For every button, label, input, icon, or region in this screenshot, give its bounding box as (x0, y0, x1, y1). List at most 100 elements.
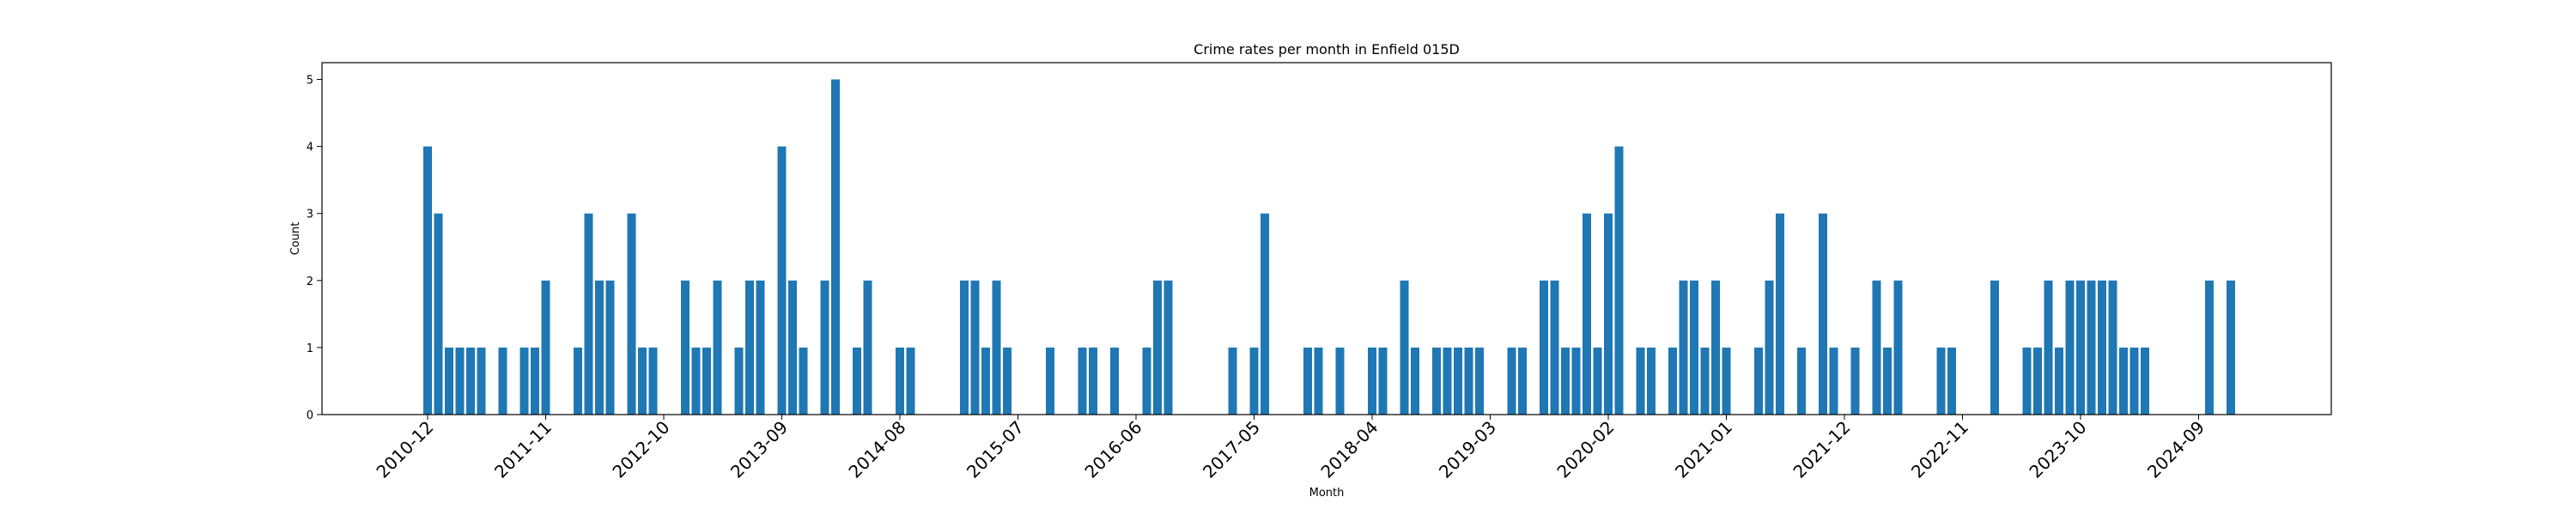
bar-2014-05 (863, 280, 872, 415)
bar-2011-11 (541, 280, 550, 415)
bar-2020-05 (1636, 347, 1645, 415)
bar-2016-04 (1110, 347, 1119, 415)
bar-2023-08 (2055, 347, 2063, 415)
bar-2020-01 (1593, 347, 1602, 415)
bar-2018-12 (1454, 347, 1462, 415)
bar-2012-08 (638, 347, 647, 415)
bar-2024-10 (2205, 280, 2214, 415)
bar-2019-10 (1561, 347, 1570, 415)
bar-2012-07 (627, 213, 636, 415)
bar-2014-02 (831, 79, 840, 415)
bar-2024-03 (2129, 347, 2139, 415)
x-axis-label: Month (1309, 487, 1345, 500)
bar-2023-06 (2033, 347, 2042, 415)
bar-2024-01 (2108, 280, 2117, 415)
bar-2018-08 (1411, 347, 1419, 415)
bar-2020-09 (1679, 280, 1688, 415)
bar-2013-11 (799, 347, 808, 415)
bar-2015-10 (1046, 347, 1054, 415)
y-tick-label-0: 0 (307, 409, 313, 422)
bar-2019-11 (1571, 347, 1581, 415)
y-tick-label-4: 4 (307, 142, 313, 154)
bar-2017-05 (1249, 347, 1259, 415)
bar-2022-10 (1947, 347, 1956, 415)
bar-2015-03 (970, 280, 980, 415)
bar-2016-09 (1163, 280, 1173, 415)
bar-2018-04 (1368, 347, 1376, 415)
bar-2011-07 (498, 347, 507, 415)
bar-2024-02 (2119, 347, 2128, 415)
bar-2016-02 (1089, 347, 1097, 415)
bar-2016-07 (1142, 347, 1151, 415)
bar-2011-03 (455, 347, 465, 415)
y-axis: 0 1 2 3 4 5 (307, 75, 322, 422)
bar-2012-04 (595, 280, 604, 415)
bar-2018-01 (1335, 347, 1345, 415)
bar-2012-12 (681, 280, 690, 415)
bar-2011-02 (445, 347, 453, 415)
bar-2022-09 (1936, 347, 1946, 415)
bar-2017-11 (1314, 347, 1323, 415)
bar-2018-07 (1400, 280, 1409, 415)
bar-2020-10 (1690, 280, 1698, 415)
bar-2022-03 (1872, 280, 1881, 415)
bar-2013-05 (734, 347, 744, 415)
bar-2013-01 (691, 347, 701, 415)
bar-2021-01 (1722, 347, 1731, 415)
bar-2015-02 (960, 280, 969, 415)
bar-2011-04 (466, 347, 475, 415)
bar-2023-05 (2022, 347, 2032, 415)
bar-2012-09 (648, 347, 658, 415)
bar-2013-02 (702, 347, 711, 415)
bar-2019-06 (1518, 347, 1527, 415)
bar-2022-01 (1850, 347, 1860, 415)
bar-2020-02 (1604, 213, 1613, 415)
bar-2016-01 (1078, 347, 1087, 415)
bar-2015-06 (1003, 347, 1012, 415)
bar-2023-12 (2098, 280, 2106, 415)
bar-2018-11 (1443, 347, 1452, 415)
bar-2023-10 (2076, 280, 2085, 415)
bar-2013-09 (777, 146, 787, 415)
bar-2019-09 (1550, 280, 1559, 415)
bar-2023-02 (1990, 280, 1999, 415)
bar-2012-03 (584, 213, 593, 415)
bar-2011-10 (531, 347, 539, 415)
bar-2014-04 (853, 347, 861, 415)
plot-frame (321, 62, 2332, 415)
bar-2022-04 (1883, 347, 1892, 415)
bar-2020-11 (1700, 347, 1710, 415)
bar-2020-03 (1614, 146, 1624, 415)
chart-title: Crime rates per month in Enfield 015D (1194, 41, 1460, 58)
bar-2018-05 (1378, 347, 1388, 415)
bar-2018-10 (1432, 347, 1441, 415)
bar-2012-02 (574, 347, 582, 415)
bar-2023-07 (2044, 280, 2053, 415)
bars-group (423, 79, 2235, 415)
y-tick-label-2: 2 (307, 276, 313, 288)
bar-2016-08 (1153, 280, 1162, 415)
bar-2012-05 (605, 280, 615, 415)
y-axis-label: Count (289, 222, 302, 256)
bar-2023-11 (2087, 280, 2096, 415)
bar-2013-03 (713, 280, 722, 415)
bar-2023-09 (2065, 280, 2075, 415)
bar-2013-07 (756, 280, 765, 415)
bar-2011-01 (434, 213, 443, 415)
bar-2019-08 (1540, 280, 1548, 415)
bar-2022-05 (1893, 280, 1903, 415)
bar-2010-12 (423, 146, 432, 415)
bar-2024-12 (2227, 280, 2235, 415)
bar-2021-10 (1819, 213, 1827, 415)
bar-2021-05 (1765, 280, 1774, 415)
bar-2021-08 (1797, 347, 1806, 415)
bar-2011-05 (477, 347, 486, 415)
bar-2011-09 (519, 347, 529, 415)
bar-2017-06 (1261, 213, 1269, 415)
bar-2020-08 (1668, 347, 1677, 415)
y-tick-label-1: 1 (307, 342, 313, 355)
bar-2017-10 (1303, 347, 1312, 415)
bar-2021-04 (1754, 347, 1763, 415)
y-tick-label-5: 5 (307, 75, 313, 88)
